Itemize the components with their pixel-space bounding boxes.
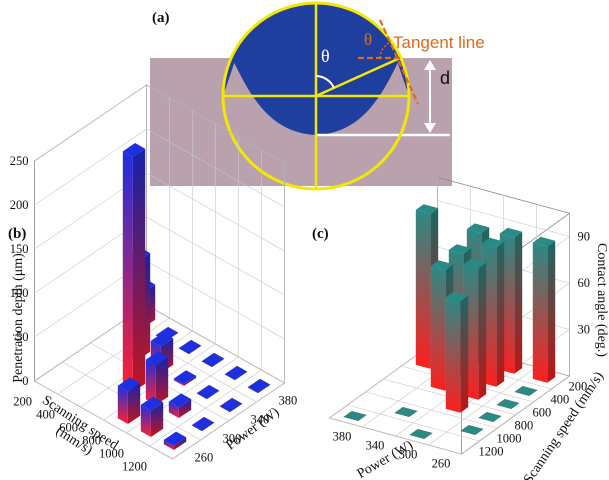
panel-c-j-tick: 600 <box>533 406 552 420</box>
panel-b-j-tick: 260 <box>195 451 214 465</box>
tangent-line <box>378 19 420 105</box>
panel-b-z-tick: 0 <box>22 374 28 388</box>
panel-b-bar <box>191 416 215 432</box>
panel-c-bar <box>496 399 520 409</box>
panel-a: (a) θ θ Tangent line d <box>150 1 485 191</box>
panel-b-bar <box>178 339 202 355</box>
panel-b-i-tick: 200 <box>13 395 32 409</box>
panel-b-i-tick: 400 <box>36 408 55 422</box>
depth-arrow-head-bottom <box>424 123 436 133</box>
panel-c-bar <box>445 291 469 413</box>
panel-c-j-tick: 1200 <box>479 445 504 459</box>
panel-c-floor-grid <box>347 404 480 442</box>
panel-b-z-tick: 100 <box>10 286 29 300</box>
panel-b-bar <box>247 378 271 394</box>
panel-c-i-tick: 340 <box>366 439 385 453</box>
panel-b-bar <box>224 365 248 381</box>
panel-b-z-tick: 200 <box>10 198 29 212</box>
panel-b-z-tick: 150 <box>10 242 29 256</box>
panel-c-label: (c) <box>312 226 329 242</box>
theta-arc <box>315 75 335 89</box>
panel-c-bar <box>343 411 367 421</box>
panel-c-z-tick: 90 <box>578 230 591 244</box>
radius-line <box>315 56 401 98</box>
panel-b-i-tick: 600 <box>59 421 78 435</box>
panel-b-i-tick: 1200 <box>122 460 147 474</box>
panel-c-z-tick: 60 <box>578 276 591 290</box>
panel-b-bar <box>201 352 225 368</box>
panel-b-bar <box>196 384 220 400</box>
panel-b-bar <box>122 143 146 392</box>
panel-b-bar <box>163 431 187 450</box>
panel-c-j-tick: 400 <box>551 393 570 407</box>
panel-b-j-tick: 300 <box>223 432 242 446</box>
panel-a-label: (a) <box>152 10 170 26</box>
panel-c-i-tick: 380 <box>333 430 352 444</box>
panel-b-bar <box>140 396 164 437</box>
panel-b-z-tick: 250 <box>10 154 29 168</box>
tangent-line-label: Tangent line <box>393 33 485 52</box>
panel-b-label: (b) <box>8 226 26 242</box>
panel-c-j-tick: 1000 <box>497 432 522 446</box>
depth-arrow-head-top <box>424 60 436 70</box>
panel-b-i-tick: 1000 <box>99 447 124 461</box>
panel-b-bar <box>145 351 169 405</box>
panel-c-bar <box>409 429 433 439</box>
theta-label: θ <box>321 46 330 66</box>
panel-b-floor-grid <box>34 380 173 460</box>
panel-b-j-tick: 340 <box>251 413 270 427</box>
panel-c-j-tick: 800 <box>515 419 534 433</box>
depth-label: d <box>440 68 450 88</box>
contact-angle-label: θ <box>364 30 372 49</box>
contact-angle-arc <box>379 41 392 59</box>
panel-c-bars <box>343 204 556 439</box>
panel-b-j-tick: 380 <box>279 394 298 408</box>
panel-c-i-tick: 300 <box>399 448 418 462</box>
panel-b-bar <box>117 377 141 424</box>
panel-c-floor-grid <box>329 417 462 455</box>
panel-b-bars <box>117 143 271 450</box>
panel-b-z-axis-title: Penetration depth (μm) <box>11 253 26 383</box>
panel-b-bar <box>168 393 192 418</box>
panel-c-bar <box>460 425 484 435</box>
panel-b-zgrid <box>34 128 147 206</box>
panel-c-bar <box>478 412 502 422</box>
panel-c-bar <box>394 407 418 417</box>
panel-c-y-axis-title: Scanning speed (mm/s) <box>521 369 607 480</box>
panel-b-zgrid <box>34 84 147 162</box>
panel-c: (c) 30 60 90 380 340 300 260 200400600800100012… <box>312 176 609 480</box>
panel-c-bar <box>514 386 538 396</box>
panel-c-j-tick: 200 <box>569 380 588 394</box>
panel-c-floor-grid <box>365 391 498 429</box>
panel-b-i-tick: 800 <box>82 434 101 448</box>
panel-c-bar <box>532 236 556 383</box>
panel-b-bar <box>173 370 197 386</box>
panel-c-i-tick: 260 <box>432 457 451 471</box>
panel-b-bar <box>219 397 243 413</box>
panel-c-z-tick: 30 <box>578 323 591 337</box>
panel-c-z-axis-title: Contact angle (deg.) <box>594 243 609 357</box>
panel-b-z-tick: 50 <box>16 330 29 344</box>
